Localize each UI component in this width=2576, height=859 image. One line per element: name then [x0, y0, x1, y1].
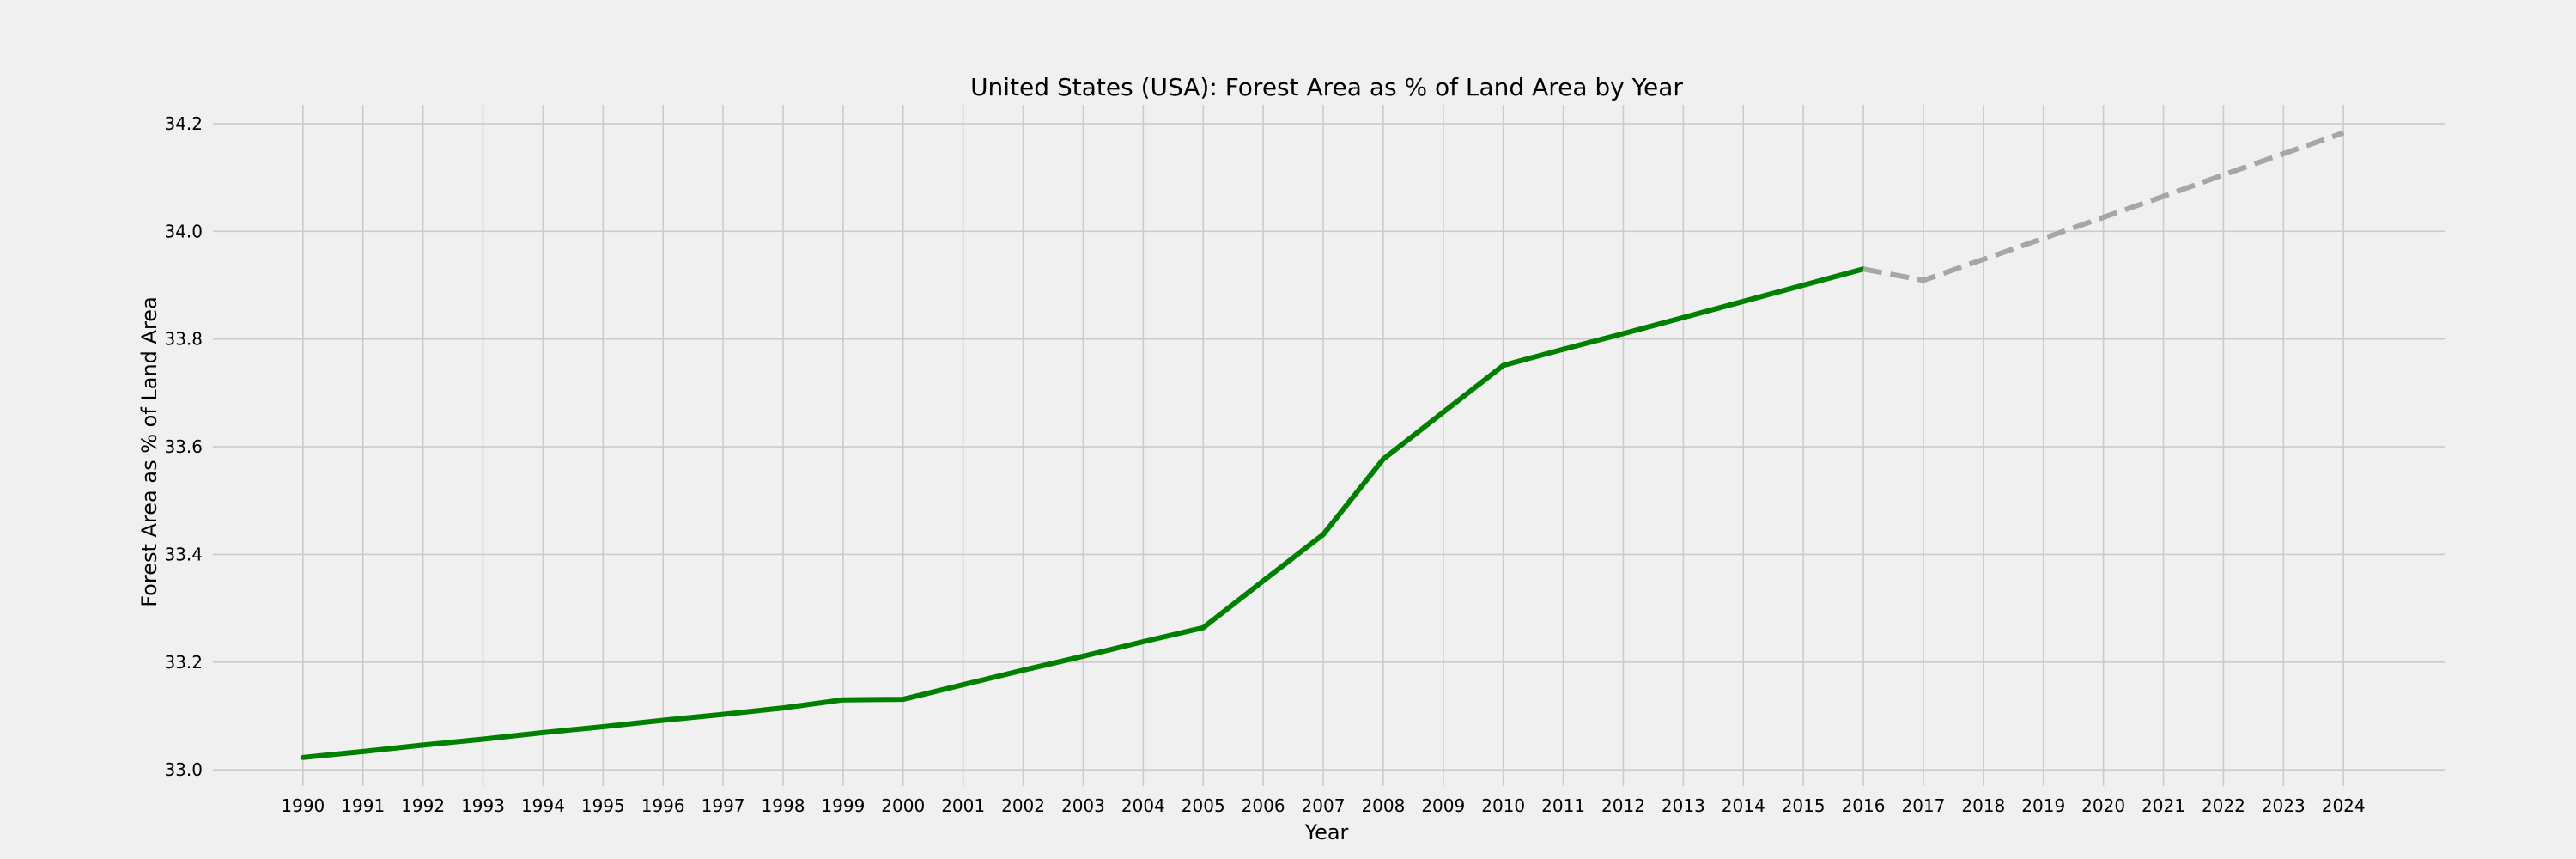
- y-tick-label: 33.2: [164, 652, 203, 673]
- y-tick-labels: 33.0 33.2 33.4 33.6 33.8 34.0 34.2: [164, 113, 203, 780]
- x-tick-label: 1997: [702, 795, 745, 816]
- x-tick-label: 1996: [641, 795, 685, 816]
- x-tick-label: 2014: [1722, 795, 1765, 816]
- x-tick-label: 1992: [401, 795, 445, 816]
- x-tick-label: 2012: [1601, 795, 1645, 816]
- x-tick-label: 2008: [1361, 795, 1405, 816]
- x-tick-label: 2016: [1842, 795, 1886, 816]
- x-tick-label: 2009: [1421, 795, 1465, 816]
- x-tick-label: 2000: [881, 795, 925, 816]
- y-tick-label: 34.0: [164, 221, 203, 241]
- x-tick-label: 2022: [2202, 795, 2245, 816]
- x-tick-label: 2007: [1302, 795, 1346, 816]
- x-tick-label: 1994: [521, 795, 565, 816]
- x-tick-label: 2021: [2142, 795, 2185, 816]
- forecast-series-line: [1862, 130, 2345, 283]
- y-axis-label: Forest Area as % of Land Area: [137, 296, 161, 607]
- x-tick-label: 2017: [1901, 795, 1945, 816]
- actual-series-line: [300, 266, 1866, 760]
- x-tick-label: 2019: [2021, 795, 2065, 816]
- x-tick-label: 2001: [941, 795, 985, 816]
- y-tick-label: 33.0: [164, 759, 203, 780]
- x-tick-label: 1998: [762, 795, 805, 816]
- x-tick-label: 2024: [2322, 795, 2366, 816]
- x-tick-label: 2013: [1662, 795, 1705, 816]
- y-tick-label: 33.4: [164, 544, 203, 564]
- x-tick-label: 2003: [1061, 795, 1105, 816]
- y-tick-label: 33.6: [164, 436, 203, 457]
- y-tick-label: 34.2: [164, 113, 203, 134]
- x-tick-label: 2020: [2081, 795, 2125, 816]
- x-tick-label: 1991: [341, 795, 385, 816]
- x-tick-label: 2011: [1541, 795, 1585, 816]
- x-tick-label: 2023: [2262, 795, 2306, 816]
- y-tick-label: 33.8: [164, 329, 203, 350]
- x-tick-label: 1990: [281, 795, 325, 816]
- x-tick-label: 2018: [1961, 795, 2005, 816]
- x-tick-label: 2006: [1242, 795, 1285, 816]
- x-tick-label: 2002: [1001, 795, 1045, 816]
- x-tick-label: 2010: [1481, 795, 1525, 816]
- x-tick-label: 1993: [461, 795, 505, 816]
- series-layer: [300, 130, 2345, 760]
- x-axis-label: Year: [1304, 820, 1349, 844]
- x-tick-label: 1995: [581, 795, 625, 816]
- x-tick-label: 2015: [1782, 795, 1826, 816]
- x-tick-label: 1999: [821, 795, 865, 816]
- x-tick-label: 2004: [1121, 795, 1165, 816]
- chart-title: United States (USA): Forest Area as % of…: [970, 73, 1683, 101]
- x-tick-label: 2005: [1182, 795, 1225, 816]
- x-tick-labels: 1990 1991 1992 1993 1994 1995 1996 1997 1998 1999…: [281, 795, 2365, 816]
- grid-layer: [213, 105, 2445, 786]
